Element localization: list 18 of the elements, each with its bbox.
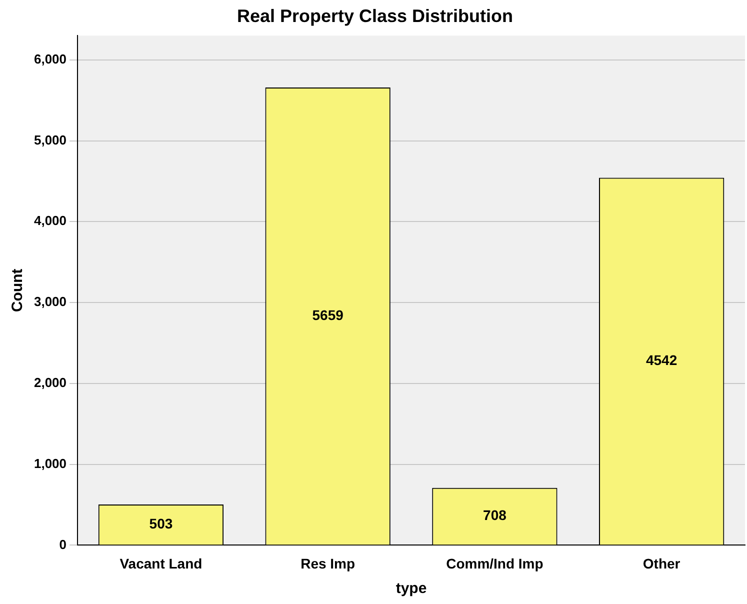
y-tick-label: 5,000 xyxy=(34,132,67,148)
data-label: 4542 xyxy=(646,352,678,368)
x-tick-label: Comm/Ind Imp xyxy=(446,555,544,572)
data-label: 708 xyxy=(483,507,507,524)
x-axis-title: type xyxy=(396,580,427,598)
data-label: 5659 xyxy=(312,306,344,323)
x-tick-label: Res Imp xyxy=(300,555,356,572)
y-axis-title: Count xyxy=(9,268,26,312)
x-tick-label: Other xyxy=(642,555,681,572)
data-label: 503 xyxy=(149,515,173,532)
y-tick-label: 1,000 xyxy=(34,456,67,471)
y-tick-label: 2,000 xyxy=(34,375,67,390)
y-tick-label: 3,000 xyxy=(34,294,67,310)
y-tick-label: 6,000 xyxy=(34,51,67,66)
y-tick-label: 0 xyxy=(59,536,67,552)
x-tick-label: Vacant Land xyxy=(120,555,202,572)
y-tick-label: 4,000 xyxy=(34,213,67,228)
chart-title: Real Property Class Distribution xyxy=(236,6,514,26)
